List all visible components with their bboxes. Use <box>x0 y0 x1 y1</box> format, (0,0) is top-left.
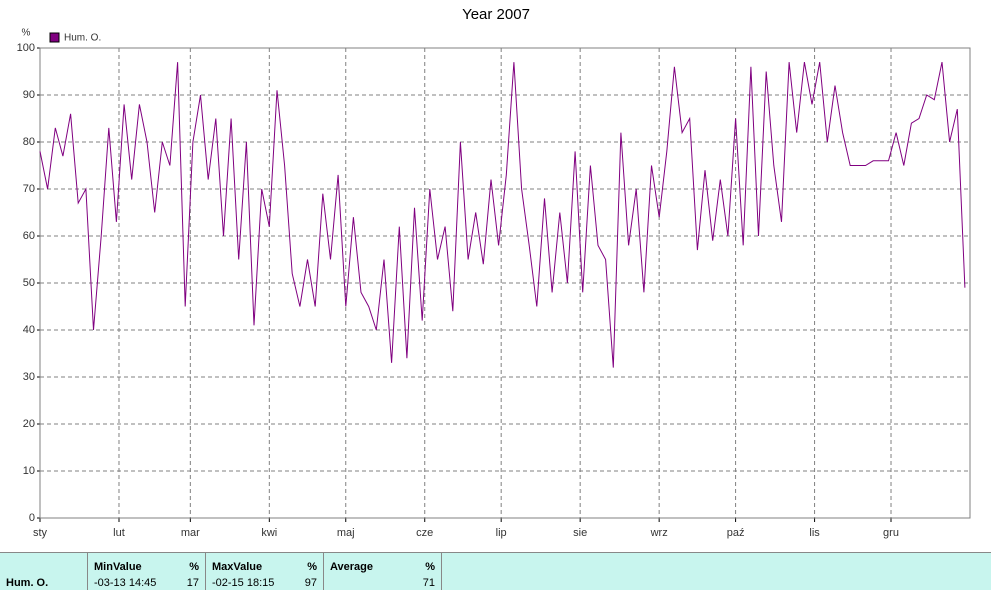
min-cell: MinValue % -03-13 14:45 17 <box>88 553 206 590</box>
legend-swatch <box>49 32 60 43</box>
y-tick-label: 20 <box>23 418 35 430</box>
y-tick-label: 70 <box>23 183 35 195</box>
x-tick-label: lut <box>113 527 125 539</box>
x-tick-label: sty <box>33 527 48 539</box>
y-tick-label: 60 <box>23 230 35 242</box>
y-tick-label: 0 <box>29 512 35 524</box>
value: 71 <box>422 577 435 589</box>
chart: Year 2007 % Hum. O. 0 10 20 30 40 50 60 70 80 90 1… <box>17 6 971 539</box>
value: 97 <box>304 577 317 589</box>
x-tick-label: wrz <box>650 527 668 539</box>
x-tick-label: maj <box>337 527 355 539</box>
time: -02-15 18:15 <box>212 577 275 589</box>
header: Average <box>330 561 374 573</box>
y-tick-label: 100 <box>17 42 35 54</box>
x-tick-label: lis <box>809 527 820 539</box>
legend-label: Hum. O. <box>64 33 101 44</box>
header: MinValue <box>94 561 142 573</box>
y-tick-label: 10 <box>23 465 35 477</box>
row-label: Hum. O. <box>6 577 49 589</box>
x-tick-label: kwi <box>261 527 277 539</box>
y-tick-label: 80 <box>23 136 35 148</box>
y-tick-label: 90 <box>23 89 35 101</box>
x-tick-label: sie <box>573 527 587 539</box>
x-tick-label: paź <box>727 527 745 539</box>
x-tick-label: mar <box>181 527 200 539</box>
unit: % <box>307 561 317 573</box>
plot-frame <box>39 47 971 519</box>
x-tick-label: lip <box>496 527 507 539</box>
stats-table: Hum. O. MinValue % -03-13 14:45 17 MaxVa… <box>0 552 991 590</box>
y-axis-label: % <box>22 28 31 39</box>
time: -03-13 14:45 <box>94 577 157 589</box>
max-cell: MaxValue % -02-15 18:15 97 <box>206 553 324 590</box>
data-line <box>39 61 966 368</box>
unit: % <box>189 561 199 573</box>
value: 17 <box>186 577 199 589</box>
y-tick-label: 40 <box>23 324 35 336</box>
y-tick-label: 30 <box>23 371 35 383</box>
x-tick-label: cze <box>416 527 433 539</box>
average-cell: Average % 71 <box>324 553 442 590</box>
x-tick-label: gru <box>883 527 899 539</box>
y-tick-label: 50 <box>23 277 35 289</box>
header: MaxValue <box>212 561 263 573</box>
row-header-cell: Hum. O. <box>0 553 88 590</box>
unit: % <box>425 561 435 573</box>
chart-title: Year 2007 <box>462 6 530 23</box>
